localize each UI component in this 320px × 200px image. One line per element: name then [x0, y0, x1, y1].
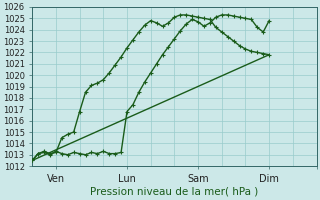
X-axis label: Pression niveau de la mer( hPa ): Pression niveau de la mer( hPa ) — [90, 187, 259, 197]
